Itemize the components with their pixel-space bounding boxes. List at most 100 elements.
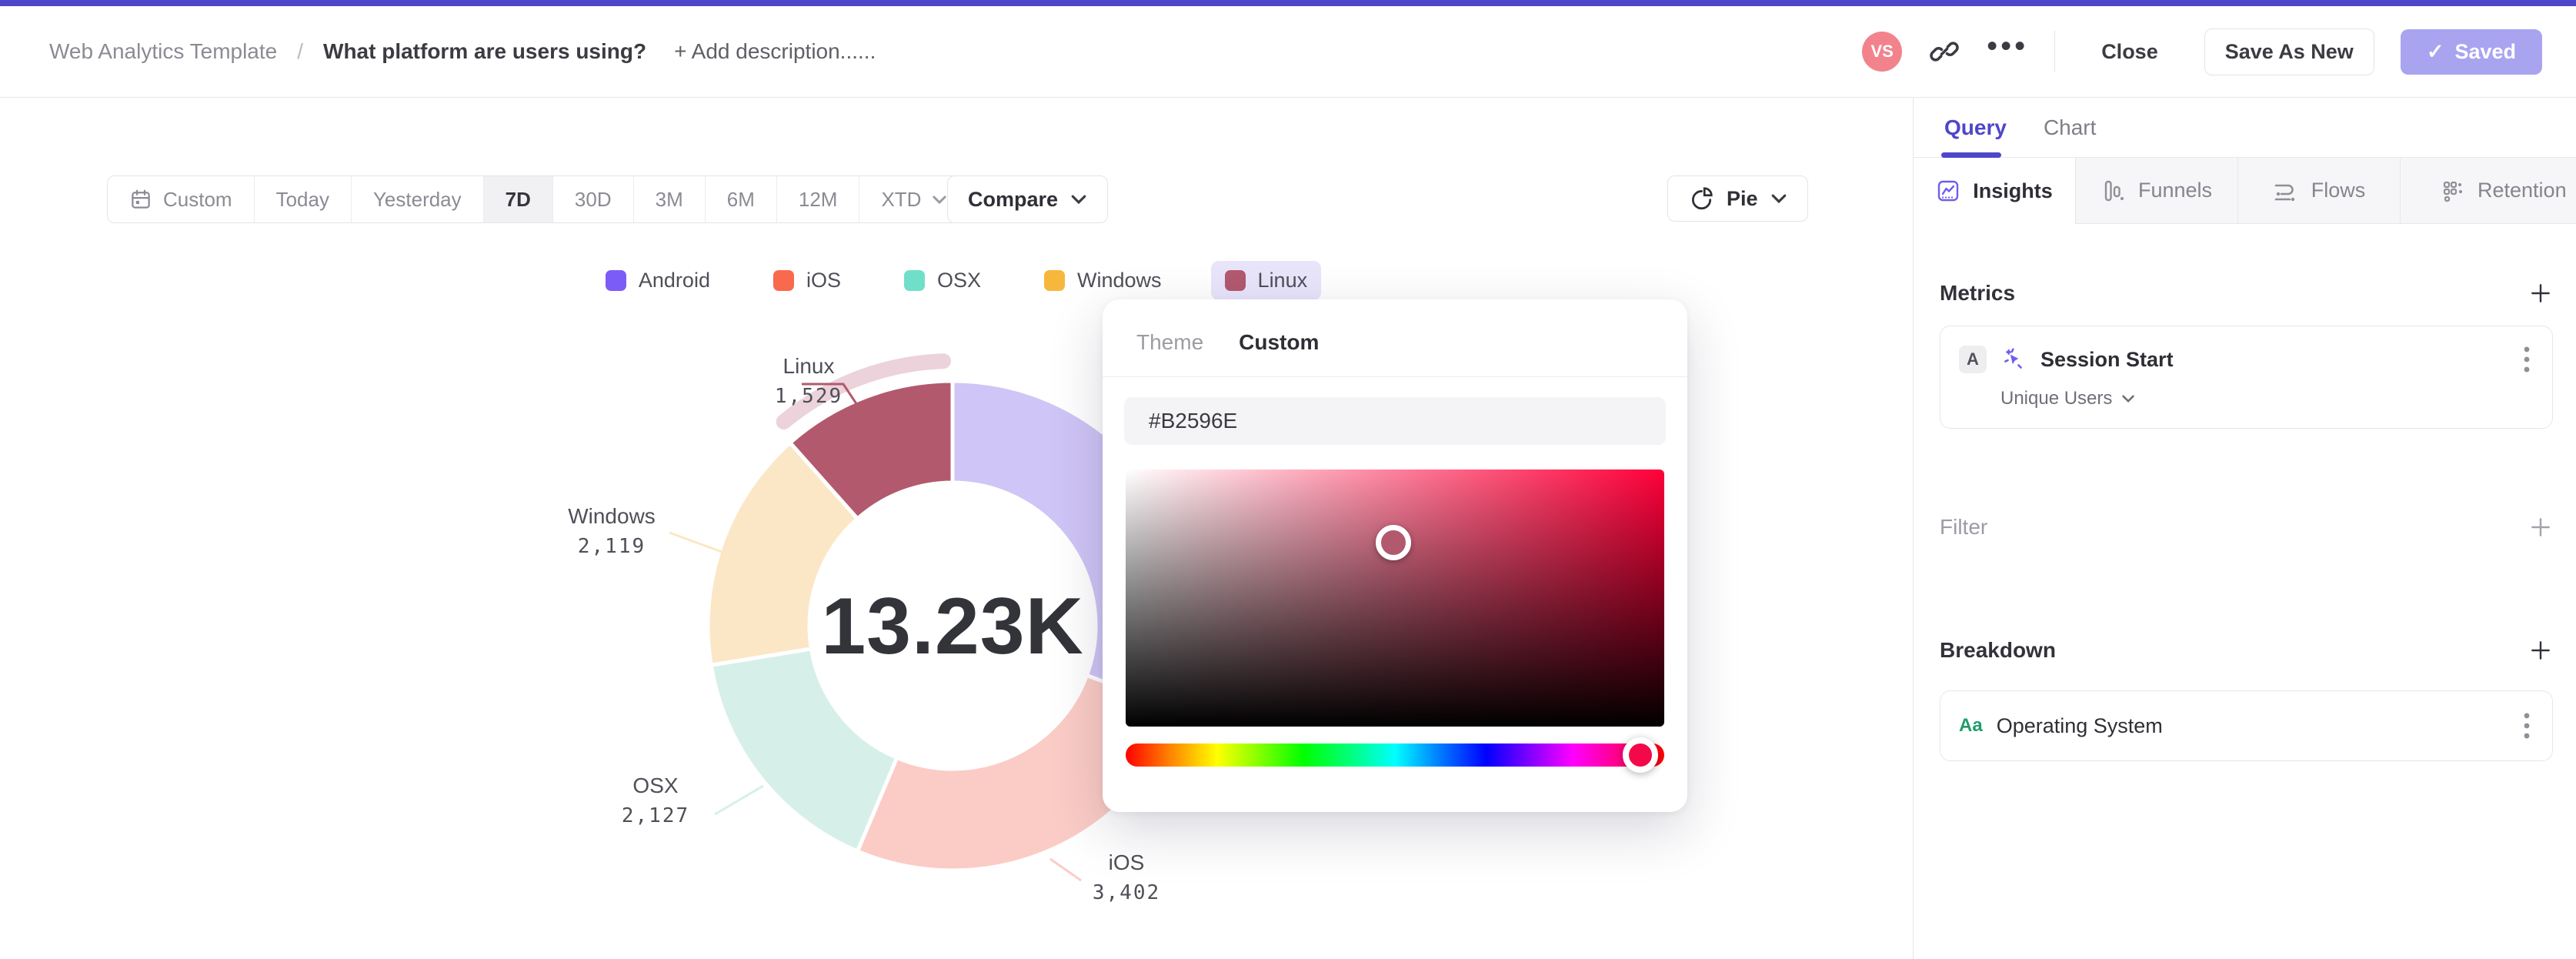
aggregation-label: Unique Users xyxy=(2000,388,2113,409)
saturation-field[interactable] xyxy=(1126,469,1664,727)
view-tab-flows[interactable]: Flows xyxy=(2238,158,2401,224)
popup-divider xyxy=(1103,376,1687,377)
active-tab-underline xyxy=(1941,152,2001,158)
legend-label: iOS xyxy=(806,269,841,292)
add-metric-button[interactable] xyxy=(2528,281,2553,306)
saved-button[interactable]: ✓ Saved xyxy=(2400,28,2542,75)
share-link-button[interactable] xyxy=(1928,35,1960,68)
legend-item-osx[interactable]: OSX xyxy=(890,261,995,300)
callout-windows-value: 2,119 xyxy=(577,535,646,558)
pie-chart-icon xyxy=(1688,185,1714,212)
date-range-custom[interactable]: Custom xyxy=(108,176,255,222)
hue-slider[interactable] xyxy=(1126,737,1664,773)
breakdown-kebab-menu[interactable] xyxy=(2520,710,2534,742)
legend-item-android[interactable]: Android xyxy=(592,261,724,300)
picker-tab-theme[interactable]: Theme xyxy=(1136,330,1204,354)
date-range-today[interactable]: Today xyxy=(254,176,352,222)
color-picker-tabs: Theme Custom xyxy=(1103,299,1687,355)
metric-kebab-menu[interactable] xyxy=(2520,343,2534,376)
date-range-label: 30D xyxy=(574,187,612,211)
view-tab-funnels[interactable]: Funnels xyxy=(2076,158,2238,224)
breakdown-title: Breakdown xyxy=(1940,638,2056,662)
avatar[interactable]: VS xyxy=(1862,32,1903,72)
date-range-label: 3M xyxy=(655,187,683,211)
sidebar-content: Metrics A xyxy=(1914,281,2576,761)
add-filter-button[interactable] xyxy=(2528,515,2553,540)
breakdown-card[interactable]: Aa Operating System xyxy=(1940,690,2553,761)
view-tab-label: Flows xyxy=(2311,179,2366,202)
breadcrumb: Web Analytics Template / What platform a… xyxy=(49,39,876,64)
legend-color-chip[interactable] xyxy=(772,270,794,291)
hex-color-input[interactable] xyxy=(1124,397,1666,445)
add-description-button[interactable]: + Add description...... xyxy=(674,39,876,63)
chevron-down-icon xyxy=(1770,193,1787,204)
callout-windows: Windows 2,119 xyxy=(539,504,685,558)
event-sparkle-icon xyxy=(2000,346,2027,373)
saturation-cursor[interactable] xyxy=(1375,524,1411,560)
flows-icon xyxy=(2273,179,2299,203)
legend-color-chip[interactable] xyxy=(1224,270,1246,291)
pie-slice-windows[interactable] xyxy=(706,440,859,667)
header-divider xyxy=(2054,31,2056,72)
date-range-yesterday[interactable]: Yesterday xyxy=(351,176,484,222)
date-range-30d[interactable]: 30D xyxy=(552,176,634,222)
legend-color-chip[interactable] xyxy=(903,270,925,291)
hue-slider-knob[interactable] xyxy=(1622,737,1658,773)
sidebar-tab-query[interactable]: Query xyxy=(1944,115,2007,139)
view-tab-label: Funnels xyxy=(2137,179,2213,202)
view-tab-insights[interactable]: Insights xyxy=(1914,158,2076,224)
pie-slice-linux[interactable] xyxy=(788,379,955,521)
chevron-down-icon xyxy=(1070,194,1087,205)
breakdown-section-header: Breakdown xyxy=(1940,638,2553,663)
sidebar-tab-chart[interactable]: Chart xyxy=(2043,115,2097,139)
selected-slice-halo xyxy=(776,353,951,429)
metric-card[interactable]: A Session Start xyxy=(1940,326,2553,429)
calendar-icon xyxy=(129,188,152,211)
compare-label: Compare xyxy=(968,187,1059,211)
chart-type-label: Pie xyxy=(1727,186,1758,210)
header-actions: VS ••• Close Save As New ✓ Saved xyxy=(1862,28,2542,75)
text-property-icon: Aa xyxy=(1959,715,1983,736)
metric-letter-badge: A xyxy=(1959,346,1987,373)
legend-color-chip[interactable] xyxy=(1044,270,1066,291)
chevron-down-icon xyxy=(2121,394,2135,403)
top-bar: Web Analytics Template / What platform a… xyxy=(0,6,2576,98)
breadcrumb-root[interactable]: Web Analytics Template xyxy=(49,39,278,63)
filter-title: Filter xyxy=(1940,515,1988,539)
report-title[interactable]: What platform are users using? xyxy=(323,39,647,63)
legend-item-windows[interactable]: Windows xyxy=(1030,261,1176,300)
more-options-button[interactable]: ••• xyxy=(1987,31,2028,72)
metric-card-main-row: A Session Start xyxy=(1940,326,2552,376)
save-as-new-button[interactable]: Save As New xyxy=(2204,28,2374,75)
add-breakdown-button[interactable] xyxy=(2528,638,2553,663)
legend-color-chip[interactable] xyxy=(605,270,626,291)
callout-windows-name: Windows xyxy=(568,504,656,528)
date-range-3m[interactable]: 3M xyxy=(633,176,706,222)
legend-label: Windows xyxy=(1077,269,1162,292)
link-icon xyxy=(1928,35,1960,68)
close-button[interactable]: Close xyxy=(2081,28,2178,75)
metric-name: Session Start xyxy=(2040,347,2174,371)
date-range-label: Custom xyxy=(163,187,232,211)
metric-aggregation-dropdown[interactable]: Unique Users xyxy=(1940,376,2552,428)
date-range-label: 7D xyxy=(505,187,531,211)
date-range-7d[interactable]: 7D xyxy=(483,176,553,222)
breakdown-card-row: Aa Operating System xyxy=(1940,691,2552,760)
date-range-6m[interactable]: 6M xyxy=(705,176,777,222)
view-tab-retention[interactable]: Retention xyxy=(2401,158,2576,224)
compare-button[interactable]: Compare xyxy=(947,175,1109,223)
picker-tab-custom[interactable]: Custom xyxy=(1239,330,1320,354)
breakdown-name: Operating System xyxy=(1996,713,2163,737)
filter-section-header: Filter xyxy=(1940,515,2553,540)
date-range-label: 12M xyxy=(798,187,838,211)
legend-item-ios[interactable]: iOS xyxy=(759,261,855,300)
date-range-label: Yesterday xyxy=(372,187,462,211)
pie-slice-osx[interactable] xyxy=(709,647,899,854)
chevron-down-icon xyxy=(932,195,947,205)
chart-type-button[interactable]: Pie xyxy=(1667,175,1808,222)
legend-item-linux[interactable]: Linux xyxy=(1210,261,1322,300)
date-range-12m[interactable]: 12M xyxy=(776,176,860,222)
breadcrumb-separator: / xyxy=(297,39,304,63)
color-picker-popup: Theme Custom xyxy=(1103,299,1687,812)
